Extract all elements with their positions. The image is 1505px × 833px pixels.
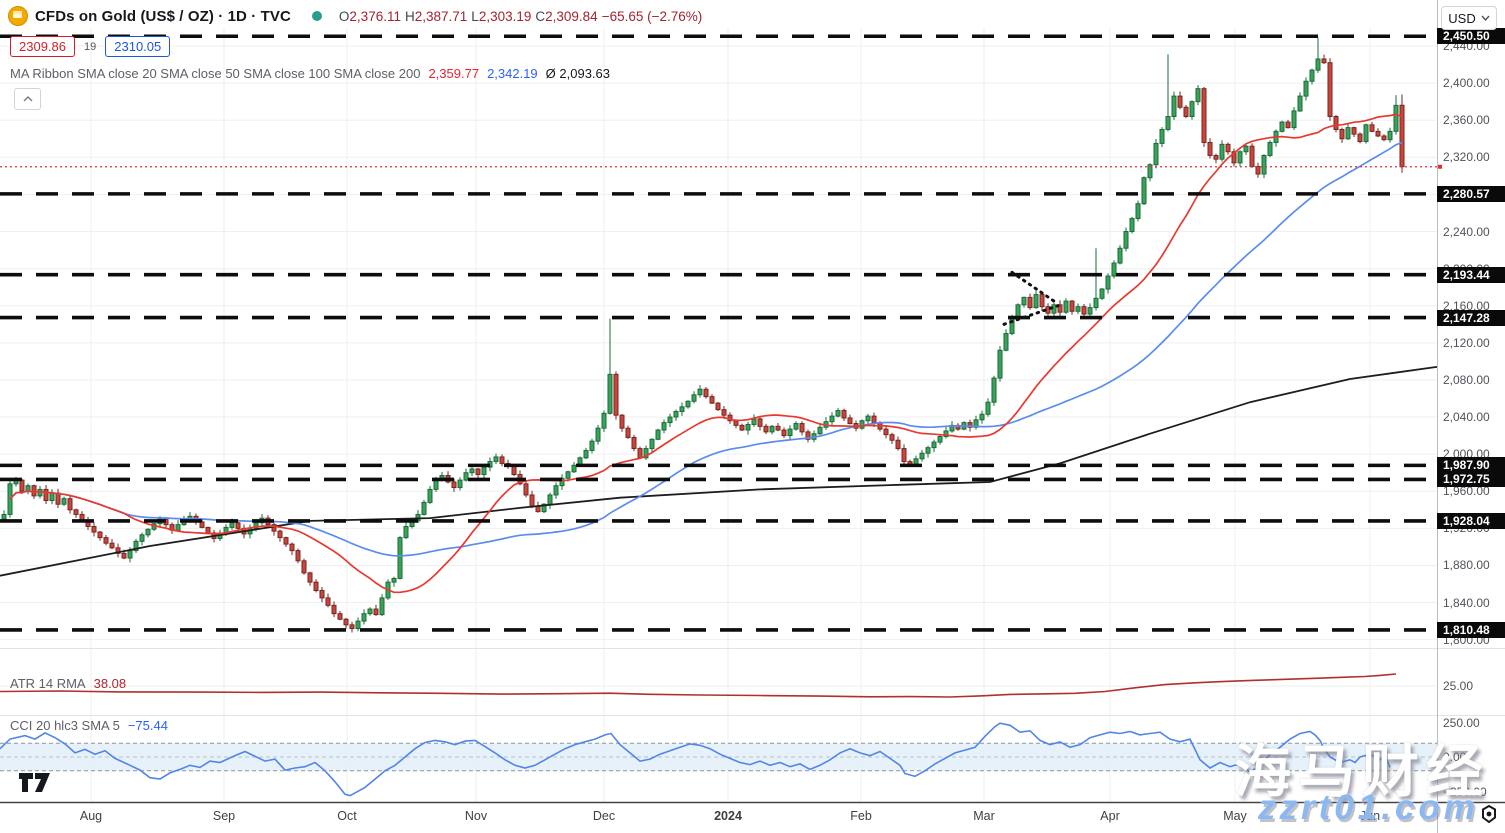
price-tick-label: 2,400.00 (1443, 76, 1490, 91)
cci-value: −75.44 (127, 718, 168, 733)
open-label: O2,376.11 (338, 8, 401, 24)
tradingview-logo[interactable] (18, 772, 54, 794)
time-tick-label: May (1223, 809, 1247, 823)
price-tick-label: 1,960.00 (1443, 484, 1490, 499)
cci-tick-label: 250.00 (1443, 715, 1480, 730)
time-tick-label: Mar (973, 809, 995, 823)
change-value: −65.65 (−2.76%) (601, 8, 703, 24)
cci-line (0, 722, 1391, 797)
red-price-tag[interactable]: 2309.86 (10, 36, 75, 57)
sma20-value: 2,359.77 (428, 66, 480, 81)
cci-tick-label: 0.00 (1443, 750, 1467, 764)
atr-line (0, 673, 1397, 698)
currency-selector[interactable]: USD (1441, 6, 1497, 30)
sma20-line (9, 113, 1403, 594)
time-tick-label: Aug (79, 809, 103, 823)
time-tick-label: Feb (850, 809, 872, 823)
time-tick-label: 2024 (714, 809, 742, 823)
ohlc-values: O2,376.11 H2,387.71 L2,303.19 C2,309.84 … (339, 9, 702, 24)
sma50-value: 2,342.19 (487, 66, 538, 81)
price-tick-label: 2,160.00 (1443, 298, 1490, 313)
atr-tick-label: 25.00 (1443, 679, 1474, 693)
timezone-settings-button[interactable] (1477, 802, 1501, 826)
price-tick-label: 2,120.00 (1443, 335, 1490, 350)
price-level-label[interactable]: 2,193.44 (1437, 266, 1505, 283)
blue-price-tag[interactable]: 2310.05 (105, 36, 171, 57)
ma-ribbon-label: MA Ribbon SMA close 20 SMA close 50 SMA … (10, 66, 421, 81)
price-tick-label: 2,360.00 (1443, 113, 1490, 128)
gear-icon (1482, 804, 1496, 824)
price-tick-label: 2,080.00 (1443, 372, 1490, 387)
atr-label: ATR 14 RMA (10, 676, 86, 691)
chevron-down-icon (1481, 15, 1490, 21)
price-line-tags: 2309.86 19 2310.05 (10, 36, 171, 57)
close-value: 2,309.84 (545, 8, 598, 24)
time-tick-label: Sep (212, 809, 236, 823)
time-tick-label: Jun (1359, 809, 1381, 823)
watermark-chinese: 海马财经 (1234, 740, 1490, 804)
ma-ribbon-legend[interactable]: MA Ribbon SMA close 20 SMA close 50 SMA … (10, 66, 610, 81)
gold-coin-icon (8, 6, 28, 26)
price-level-label[interactable]: 1,928.04 (1437, 512, 1505, 529)
high-value: 2,387.71 (414, 8, 468, 24)
market-status-dot-icon[interactable] (311, 11, 322, 21)
price-level-label[interactable]: 1,810.48 (1437, 621, 1505, 638)
cci-legend[interactable]: CCI 20 hlc3 SMA 5 −75.44 (10, 718, 168, 733)
wedge-annotation-line[interactable] (1010, 270, 1060, 306)
close-label: C2,309.84 (535, 8, 598, 24)
current-price-tick (1437, 164, 1442, 169)
wedge-annotation-line[interactable] (1002, 304, 1060, 326)
watermark-site: zzrt01.com (1258, 788, 1479, 827)
time-tick-label: Oct (337, 809, 357, 823)
symbol-title[interactable]: CFDs on Gold (US$ / OZ) · 1D · TVC (35, 7, 291, 25)
price-tick-label: 1,880.00 (1443, 558, 1490, 573)
candles (1, 37, 1405, 633)
low-value: 2,303.19 (478, 8, 532, 24)
time-tick-label: Dec (592, 809, 616, 823)
price-tick-label: 2,040.00 (1443, 410, 1490, 425)
low-label: L2,303.19 (471, 8, 532, 24)
collapse-indicators-button[interactable] (14, 88, 41, 110)
atr-value: 38.08 (93, 676, 127, 691)
time-tick-label: Nov (464, 809, 488, 823)
price-level-label[interactable]: 1,972.75 (1437, 471, 1505, 488)
sma200-line (0, 366, 1438, 577)
time-tick-label: Apr (1100, 809, 1120, 823)
chevron-up-icon (23, 96, 32, 102)
atr-legend[interactable]: ATR 14 RMA 38.08 (10, 676, 126, 691)
cci-label: CCI 20 hlc3 SMA 5 (10, 718, 120, 733)
tag-countdown: 19 (84, 40, 97, 53)
price-level-label[interactable]: 2,280.57 (1437, 185, 1505, 202)
price-tick-label: 1,840.00 (1443, 595, 1490, 610)
price-tick-label: 2,320.00 (1443, 150, 1490, 165)
cci-tick-label: −250.00 (1443, 784, 1487, 799)
price-level-label[interactable]: 2,147.28 (1437, 309, 1505, 326)
high-label: H2,387.71 (404, 8, 468, 24)
currency-label: USD (1448, 10, 1476, 26)
sma50-line (9, 141, 1403, 557)
sma-average-value: Ø 2,093.63 (545, 66, 610, 81)
price-level-label[interactable]: 1,987.90 (1437, 457, 1505, 474)
price-tick-label: 2,240.00 (1443, 224, 1490, 239)
open-value: 2,376.11 (349, 8, 401, 24)
price-level-label[interactable]: 2,450.50 (1437, 28, 1505, 45)
toolbar: CFDs on Gold (US$ / OZ) · 1D · TVC O2,37… (8, 4, 702, 28)
